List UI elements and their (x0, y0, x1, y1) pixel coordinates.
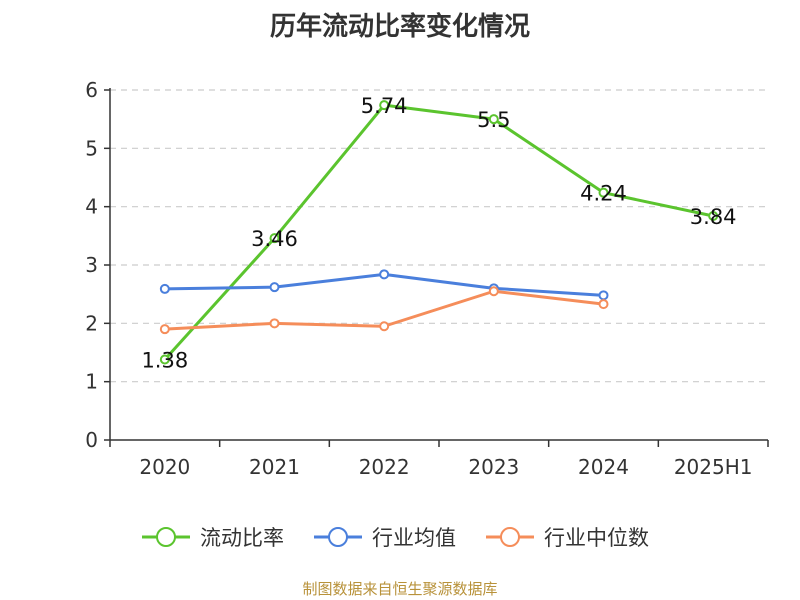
x-tick-label: 2024 (578, 455, 629, 479)
data-point[interactable] (708, 211, 719, 221)
data-label: 5.5 (477, 108, 510, 132)
data-point[interactable] (269, 282, 280, 293)
x-tick-label: 2020 (139, 455, 190, 479)
data-point[interactable] (269, 318, 280, 329)
legend-label-2[interactable]: 行业均值 (372, 526, 456, 550)
y-tick-label: 6 (85, 78, 98, 102)
data-label: 1.38 (141, 349, 188, 373)
data-label: 4.24 (580, 182, 627, 206)
y-tick-label: 0 (85, 428, 98, 452)
data-point[interactable] (379, 321, 390, 332)
legend-marker-3[interactable] (500, 527, 520, 547)
data-label: 3.46 (251, 227, 298, 251)
source-note: 制图数据来自恒生聚源数据库 (302, 580, 498, 598)
y-tick-label: 1 (85, 370, 98, 394)
data-point[interactable] (598, 299, 609, 310)
data-point[interactable] (159, 324, 170, 335)
x-tick-label: 2022 (359, 455, 410, 479)
data-point[interactable] (598, 187, 609, 198)
data-point[interactable] (379, 100, 390, 111)
x-tick-label: 2025H1 (674, 455, 753, 479)
y-tick-label: 4 (85, 195, 98, 219)
data-label: 5.74 (361, 94, 408, 118)
data-point[interactable] (159, 283, 170, 294)
x-tick-label: 2023 (468, 455, 519, 479)
data-point[interactable] (488, 286, 499, 297)
legend-label-1[interactable]: 流动比率 (200, 526, 284, 550)
y-tick-label: 5 (85, 136, 98, 160)
series-line-1 (163, 103, 714, 361)
data-point[interactable] (488, 114, 499, 125)
data-label: 3.84 (690, 205, 737, 229)
legend-label-3[interactable]: 行业中位数 (544, 526, 649, 550)
data-point[interactable] (598, 290, 609, 301)
legend-marker-2[interactable] (328, 527, 348, 547)
data-point[interactable] (269, 233, 280, 244)
legend-marker-1[interactable] (156, 527, 176, 547)
y-tick-label: 2 (85, 311, 98, 335)
y-tick-label: 3 (85, 253, 98, 277)
data-point[interactable] (159, 354, 170, 365)
data-point[interactable] (379, 269, 390, 280)
chart-title: 历年流动比率变化情况 (269, 12, 530, 42)
x-tick-label: 2021 (249, 455, 300, 479)
